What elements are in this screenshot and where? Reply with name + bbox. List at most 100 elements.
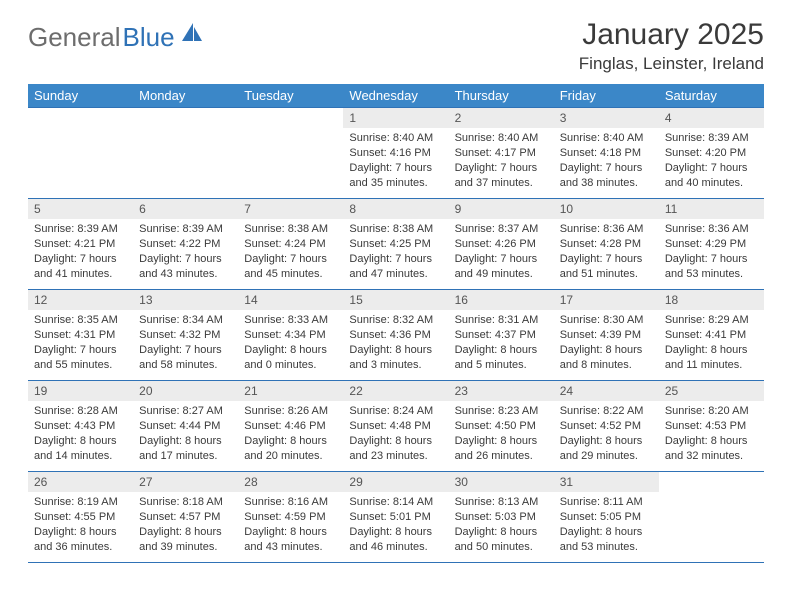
day-info: Sunrise: 8:32 AMSunset: 4:36 PMDaylight:… <box>343 310 448 376</box>
day-number: 29 <box>343 472 448 492</box>
day-info: Sunrise: 8:28 AMSunset: 4:43 PMDaylight:… <box>28 401 133 467</box>
calendar-week-row: 12Sunrise: 8:35 AMSunset: 4:31 PMDayligh… <box>28 290 764 381</box>
day-info: Sunrise: 8:27 AMSunset: 4:44 PMDaylight:… <box>133 401 238 467</box>
calendar-day-cell <box>133 108 238 199</box>
weekday-header: Monday <box>133 84 238 108</box>
day-dl1-line: Daylight: 7 hours <box>560 161 655 176</box>
day-info: Sunrise: 8:40 AMSunset: 4:17 PMDaylight:… <box>449 128 554 194</box>
day-sunrise-line: Sunrise: 8:40 AM <box>560 131 655 146</box>
day-dl1-line: Daylight: 7 hours <box>455 252 550 267</box>
day-dl2-line: and 26 minutes. <box>455 449 550 464</box>
day-dl2-line: and 11 minutes. <box>665 358 760 373</box>
day-number: 31 <box>554 472 659 492</box>
day-dl1-line: Daylight: 7 hours <box>349 161 444 176</box>
day-sunset-line: Sunset: 4:48 PM <box>349 419 444 434</box>
day-dl1-line: Daylight: 8 hours <box>139 525 234 540</box>
calendar-day-cell: 26Sunrise: 8:19 AMSunset: 4:55 PMDayligh… <box>28 472 133 563</box>
day-dl1-line: Daylight: 8 hours <box>560 434 655 449</box>
day-sunrise-line: Sunrise: 8:24 AM <box>349 404 444 419</box>
weekday-header: Friday <box>554 84 659 108</box>
day-dl1-line: Daylight: 8 hours <box>560 525 655 540</box>
day-info: Sunrise: 8:23 AMSunset: 4:50 PMDaylight:… <box>449 401 554 467</box>
day-sunrise-line: Sunrise: 8:36 AM <box>560 222 655 237</box>
day-sunset-line: Sunset: 4:50 PM <box>455 419 550 434</box>
day-sunset-line: Sunset: 4:46 PM <box>244 419 339 434</box>
day-dl1-line: Daylight: 7 hours <box>455 161 550 176</box>
day-info: Sunrise: 8:16 AMSunset: 4:59 PMDaylight:… <box>238 492 343 558</box>
day-sunset-line: Sunset: 4:26 PM <box>455 237 550 252</box>
day-sunset-line: Sunset: 4:59 PM <box>244 510 339 525</box>
day-sunset-line: Sunset: 5:03 PM <box>455 510 550 525</box>
day-dl1-line: Daylight: 8 hours <box>455 434 550 449</box>
day-sunrise-line: Sunrise: 8:33 AM <box>244 313 339 328</box>
calendar-week-row: 1Sunrise: 8:40 AMSunset: 4:16 PMDaylight… <box>28 108 764 199</box>
day-sunset-line: Sunset: 4:18 PM <box>560 146 655 161</box>
calendar-day-cell: 19Sunrise: 8:28 AMSunset: 4:43 PMDayligh… <box>28 381 133 472</box>
day-number: 4 <box>659 108 764 128</box>
calendar-header-row: SundayMondayTuesdayWednesdayThursdayFrid… <box>28 84 764 108</box>
weekday-header: Wednesday <box>343 84 448 108</box>
calendar-week-row: 26Sunrise: 8:19 AMSunset: 4:55 PMDayligh… <box>28 472 764 563</box>
day-number: 7 <box>238 199 343 219</box>
day-dl2-line: and 8 minutes. <box>560 358 655 373</box>
day-number: 3 <box>554 108 659 128</box>
day-dl2-line: and 0 minutes. <box>244 358 339 373</box>
brand-logo: General Blue <box>28 22 203 53</box>
day-dl1-line: Daylight: 7 hours <box>34 252 129 267</box>
day-number: 19 <box>28 381 133 401</box>
day-info: Sunrise: 8:22 AMSunset: 4:52 PMDaylight:… <box>554 401 659 467</box>
day-dl1-line: Daylight: 8 hours <box>665 343 760 358</box>
day-dl2-line: and 46 minutes. <box>349 540 444 555</box>
brand-word-1: General <box>28 22 121 53</box>
day-dl2-line: and 58 minutes. <box>139 358 234 373</box>
day-dl2-line: and 55 minutes. <box>34 358 129 373</box>
day-dl2-line: and 53 minutes. <box>665 267 760 282</box>
day-number: 14 <box>238 290 343 310</box>
day-sunrise-line: Sunrise: 8:27 AM <box>139 404 234 419</box>
day-dl1-line: Daylight: 8 hours <box>139 434 234 449</box>
day-info: Sunrise: 8:37 AMSunset: 4:26 PMDaylight:… <box>449 219 554 285</box>
day-dl2-line: and 5 minutes. <box>455 358 550 373</box>
day-number: 28 <box>238 472 343 492</box>
day-dl2-line: and 32 minutes. <box>665 449 760 464</box>
day-info: Sunrise: 8:30 AMSunset: 4:39 PMDaylight:… <box>554 310 659 376</box>
day-sunrise-line: Sunrise: 8:35 AM <box>34 313 129 328</box>
day-sunset-line: Sunset: 4:16 PM <box>349 146 444 161</box>
weekday-header: Saturday <box>659 84 764 108</box>
day-dl2-line: and 20 minutes. <box>244 449 339 464</box>
day-number: 11 <box>659 199 764 219</box>
day-sunset-line: Sunset: 4:25 PM <box>349 237 444 252</box>
day-sunrise-line: Sunrise: 8:26 AM <box>244 404 339 419</box>
day-dl2-line: and 53 minutes. <box>560 540 655 555</box>
calendar-day-cell: 11Sunrise: 8:36 AMSunset: 4:29 PMDayligh… <box>659 199 764 290</box>
day-sunset-line: Sunset: 4:36 PM <box>349 328 444 343</box>
day-number: 24 <box>554 381 659 401</box>
day-dl1-line: Daylight: 8 hours <box>34 434 129 449</box>
day-dl1-line: Daylight: 7 hours <box>244 252 339 267</box>
day-dl2-line: and 51 minutes. <box>560 267 655 282</box>
day-sunrise-line: Sunrise: 8:22 AM <box>560 404 655 419</box>
day-sunset-line: Sunset: 4:20 PM <box>665 146 760 161</box>
day-dl2-line: and 23 minutes. <box>349 449 444 464</box>
day-info: Sunrise: 8:33 AMSunset: 4:34 PMDaylight:… <box>238 310 343 376</box>
day-dl2-line: and 43 minutes. <box>139 267 234 282</box>
day-sunset-line: Sunset: 4:41 PM <box>665 328 760 343</box>
day-sunset-line: Sunset: 5:05 PM <box>560 510 655 525</box>
day-sunset-line: Sunset: 4:29 PM <box>665 237 760 252</box>
day-sunrise-line: Sunrise: 8:38 AM <box>244 222 339 237</box>
calendar-day-cell: 18Sunrise: 8:29 AMSunset: 4:41 PMDayligh… <box>659 290 764 381</box>
calendar-day-cell: 21Sunrise: 8:26 AMSunset: 4:46 PMDayligh… <box>238 381 343 472</box>
day-sunrise-line: Sunrise: 8:16 AM <box>244 495 339 510</box>
day-sunset-line: Sunset: 4:39 PM <box>560 328 655 343</box>
day-sunrise-line: Sunrise: 8:34 AM <box>139 313 234 328</box>
day-dl1-line: Daylight: 7 hours <box>665 161 760 176</box>
day-dl1-line: Daylight: 7 hours <box>139 343 234 358</box>
day-sunrise-line: Sunrise: 8:18 AM <box>139 495 234 510</box>
weekday-header: Sunday <box>28 84 133 108</box>
day-dl1-line: Daylight: 8 hours <box>665 434 760 449</box>
day-info: Sunrise: 8:11 AMSunset: 5:05 PMDaylight:… <box>554 492 659 558</box>
calendar-day-cell: 20Sunrise: 8:27 AMSunset: 4:44 PMDayligh… <box>133 381 238 472</box>
day-sunrise-line: Sunrise: 8:39 AM <box>34 222 129 237</box>
day-sunset-line: Sunset: 4:43 PM <box>34 419 129 434</box>
day-sunset-line: Sunset: 4:57 PM <box>139 510 234 525</box>
